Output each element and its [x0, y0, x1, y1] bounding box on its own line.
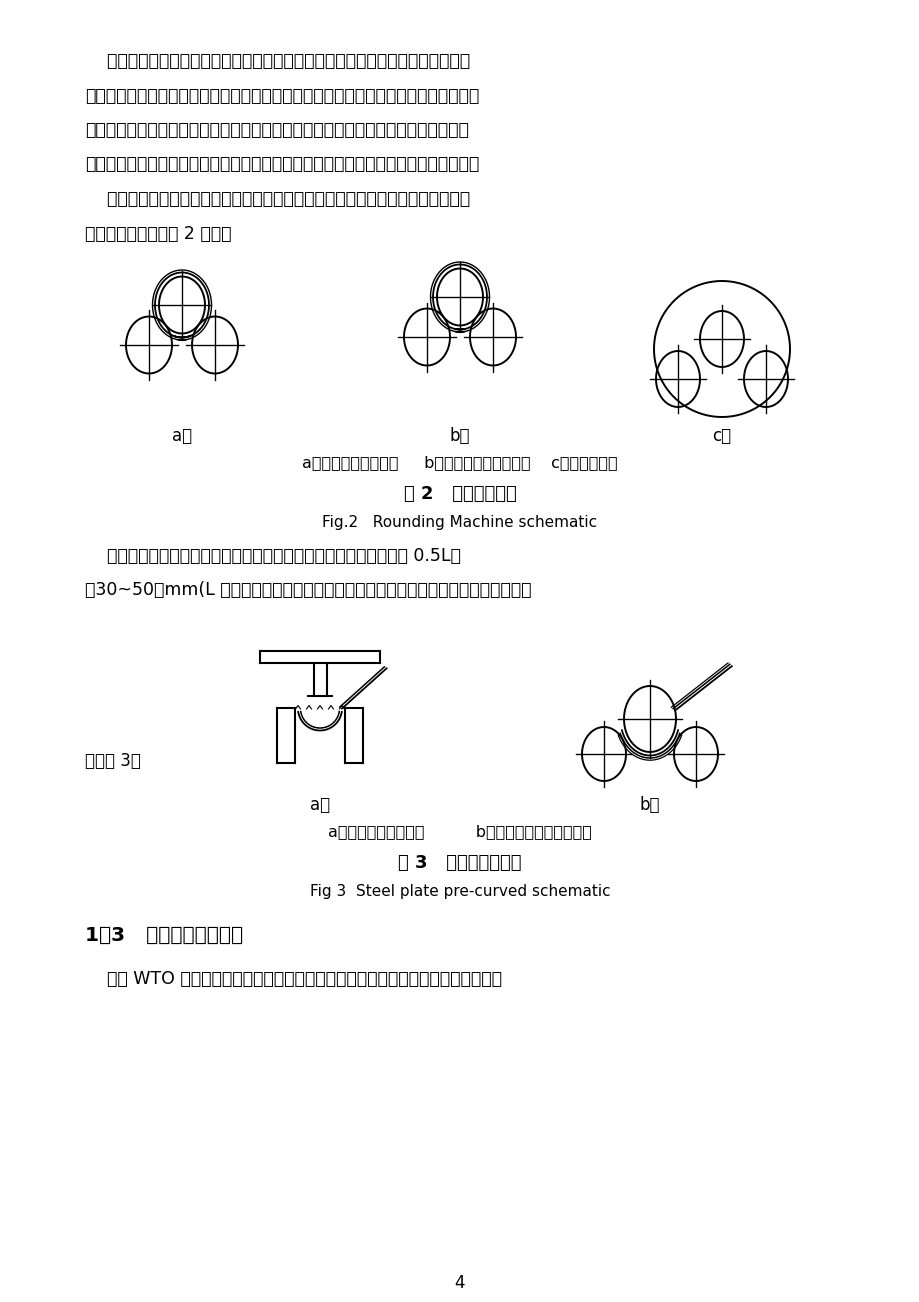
Text: a）对称式三辊卷板机     b）不对称式三辊卷板机    c）四辊卷板机: a）对称式三辊卷板机 b）不对称式三辊卷板机 c）四辊卷板机 — [301, 454, 618, 470]
Text: 时，应将钢板加热后卷圆。在常温状态下进行滚圆钢板的方法有：机械滚圆、胎模压: 时，应将钢板加热后卷圆。在常温状态下进行滚圆钢板的方法有：机械滚圆、胎模压 — [85, 121, 469, 139]
Text: b）: b） — [639, 796, 660, 814]
Text: 们滚圆工作原理如图 2 所示。: 们滚圆工作原理如图 2 所示。 — [85, 224, 232, 242]
Text: Fig 3  Steel plate pre-curved schematic: Fig 3 Steel plate pre-curved schematic — [310, 884, 609, 898]
Text: 在卷板机上进行板材的弯曲是通过上滚轴向下移动时所产生的压力来达到的。它: 在卷板机上进行板材的弯曲是通过上滚轴向下移动时所产生的压力来达到的。它 — [85, 190, 470, 208]
Text: a）: a） — [172, 427, 192, 445]
Text: c）: c） — [711, 427, 731, 445]
Text: 图 2   滚圆机原理图: 图 2 滚圆机原理图 — [403, 486, 516, 503]
Text: 制和手工制作三种加工方法。机械滚圆是在卷板机（又叫滚板机、轧圆机）上进行的。: 制和手工制作三种加工方法。机械滚圆是在卷板机（又叫滚板机、轧圆机）上进行的。 — [85, 155, 479, 173]
Text: Fig.2   Rounding Machine schematic: Fig.2 Rounding Machine schematic — [322, 516, 597, 530]
Text: （中层纤维不变）。当圆筒半径较大时，可在常温状态下卷圆，如半径较小和钢板较厚: （中层纤维不变）。当圆筒半径较大时，可在常温状态下卷圆，如半径较小和钢板较厚 — [85, 86, 479, 104]
Text: （30~50）mm(L 为下辊中心距）。预弯可采用压力机模压预弯或用托板在滚圆机内预: （30~50）mm(L 为下辊中心距）。预弯可采用压力机模压预弯或用托板在滚圆机… — [85, 582, 531, 599]
Text: 图 3   钢板预弯示意图: 图 3 钢板预弯示意图 — [398, 854, 521, 872]
Text: 用三辊弯（卷）板机弯板，其板的两端需要进行预弯，预弯长度为 0.5L＋: 用三辊弯（卷）板机弯板，其板的两端需要进行预弯，预弯长度为 0.5L＋ — [85, 547, 460, 565]
Text: a）: a） — [310, 796, 330, 814]
Text: b）: b） — [449, 427, 470, 445]
Text: 4: 4 — [454, 1273, 465, 1292]
Text: 加入 WTO 后我国卷板机工业正在步入一个高速发展的快道，并成为国民经济的重: 加入 WTO 后我国卷板机工业正在步入一个高速发展的快道，并成为国民经济的重 — [85, 970, 502, 988]
Text: 1．3   卷板机的发展趋势: 1．3 卷板机的发展趋势 — [85, 926, 243, 945]
Text: 弯（图 3）: 弯（图 3） — [85, 753, 141, 769]
Text: 滚圆是在外力的作用下，使钢板的外层纤维伸长，内层纤维缩短而产生弯曲变形: 滚圆是在外力的作用下，使钢板的外层纤维伸长，内层纤维缩短而产生弯曲变形 — [85, 52, 470, 70]
Text: a）用压力机模压预弯          b）用托板在滚圆机内预弯: a）用压力机模压预弯 b）用托板在滚圆机内预弯 — [328, 824, 591, 838]
